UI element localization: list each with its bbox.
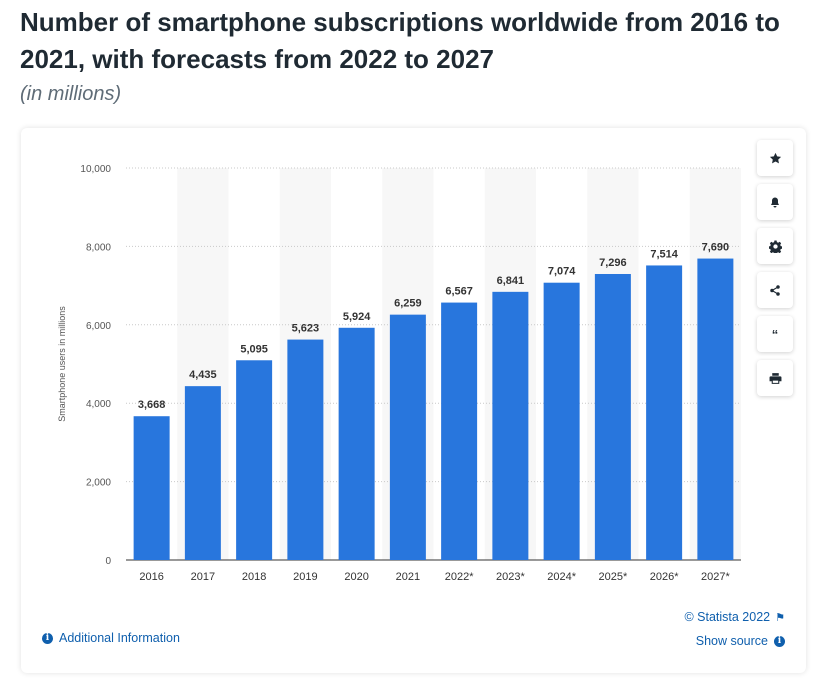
x-tick-label: 2023* bbox=[496, 571, 525, 583]
bell-icon bbox=[771, 197, 779, 207]
notification-button[interactable] bbox=[757, 184, 793, 220]
bar bbox=[338, 327, 375, 560]
bar bbox=[492, 291, 529, 560]
bar bbox=[646, 265, 683, 560]
data-label: 5,924 bbox=[343, 311, 371, 323]
bar bbox=[697, 258, 734, 560]
copyright[interactable]: © Statista 2022 ⚑ bbox=[684, 610, 785, 624]
additional-information-link[interactable]: i Additional Information bbox=[42, 631, 180, 645]
x-tick-label: 2018 bbox=[242, 571, 266, 583]
x-tick-label: 2019 bbox=[293, 571, 317, 583]
bar bbox=[184, 386, 221, 560]
data-label: 5,623 bbox=[292, 323, 320, 335]
data-label: 7,514 bbox=[650, 248, 678, 260]
show-source-label: Show source bbox=[695, 634, 768, 648]
bar bbox=[389, 314, 426, 560]
print-icon bbox=[769, 372, 781, 384]
cite-button[interactable]: “ bbox=[757, 316, 793, 352]
info-icon: i bbox=[42, 632, 53, 644]
gear-icon bbox=[768, 240, 782, 253]
y-tick-label: 2,000 bbox=[86, 478, 111, 489]
print-button[interactable] bbox=[757, 360, 793, 396]
data-label: 7,690 bbox=[702, 242, 730, 254]
x-tick-label: 2020 bbox=[344, 571, 368, 583]
star-icon bbox=[769, 152, 781, 163]
info-icon: i bbox=[774, 635, 785, 647]
flag-icon: ⚑ bbox=[775, 611, 785, 624]
bar-chart: 0 2,000 4,000 6,000 8,000 10,000 Smartphone us… bbox=[57, 164, 741, 583]
bar bbox=[543, 282, 580, 560]
chart-title: Number of smartphone subscriptions world… bbox=[20, 7, 780, 74]
x-tick-label: 2027* bbox=[701, 571, 730, 583]
bar bbox=[236, 360, 273, 560]
y-axis-label: Smartphone users in millions bbox=[57, 306, 67, 422]
favorite-button[interactable] bbox=[757, 140, 793, 176]
x-tick-label: 2021 bbox=[396, 571, 420, 583]
x-tick-label: 2024* bbox=[547, 571, 576, 583]
share-button[interactable] bbox=[757, 272, 793, 308]
chart-toolbar: “ bbox=[757, 140, 793, 404]
y-tick-label: 10,000 bbox=[80, 164, 111, 175]
data-label: 3,668 bbox=[138, 399, 166, 411]
bar bbox=[133, 416, 170, 560]
show-source-link[interactable]: Show source i bbox=[696, 634, 785, 648]
x-tick-label: 2025* bbox=[598, 571, 627, 583]
data-label: 7,296 bbox=[599, 257, 627, 269]
y-tick-label: 4,000 bbox=[86, 399, 111, 410]
quote-icon: “ bbox=[771, 326, 779, 342]
x-tick-label: 2016 bbox=[139, 571, 163, 583]
chart-card: 0 2,000 4,000 6,000 8,000 10,000 Smartphone us… bbox=[21, 128, 806, 673]
data-label: 6,259 bbox=[394, 298, 422, 310]
x-tick-label: 2017 bbox=[191, 571, 215, 583]
x-tick-label: 2026* bbox=[650, 571, 679, 583]
y-tick-label: 0 bbox=[105, 556, 111, 567]
data-label: 6,567 bbox=[445, 286, 473, 298]
share-icon bbox=[770, 284, 780, 296]
data-label: 5,095 bbox=[240, 343, 268, 355]
bar bbox=[441, 302, 478, 560]
y-tick-label: 6,000 bbox=[86, 321, 111, 332]
y-tick-label: 8,000 bbox=[86, 242, 111, 253]
copyright-label: © Statista 2022 bbox=[684, 610, 771, 624]
bar bbox=[287, 339, 324, 560]
additional-information-label: Additional Information bbox=[59, 631, 180, 645]
data-label: 4,435 bbox=[189, 369, 217, 381]
x-tick-label: 2022* bbox=[445, 571, 474, 583]
data-label: 6,841 bbox=[497, 275, 525, 287]
chart-subtitle: (in millions) bbox=[20, 83, 122, 105]
settings-button[interactable] bbox=[757, 228, 793, 264]
data-label: 7,074 bbox=[548, 266, 576, 278]
bar bbox=[594, 273, 631, 560]
